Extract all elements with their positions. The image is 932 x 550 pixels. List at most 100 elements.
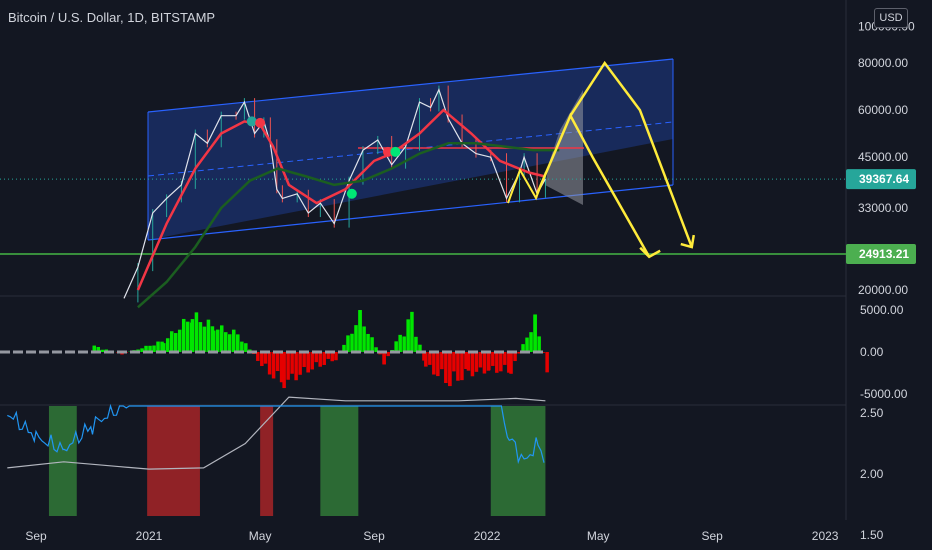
oscillator-bar <box>350 333 354 352</box>
price-tick-label: 80000.00 <box>858 56 908 70</box>
oscillator-bar <box>334 352 338 361</box>
oscillator-bar <box>521 344 525 352</box>
oscillator-tick-label: 5000.00 <box>860 303 904 317</box>
oscillator-bar <box>177 329 182 352</box>
cross-marker <box>255 117 266 128</box>
oscillator-bar <box>545 352 549 373</box>
oscillator-bar <box>533 314 537 352</box>
oscillator-bar <box>206 319 211 352</box>
oscillator-bar <box>495 352 499 373</box>
oscillator-bar <box>227 334 232 352</box>
red-band <box>147 406 200 516</box>
oscillator-bar <box>165 338 170 352</box>
channel-lower-line <box>147 184 674 241</box>
projection-path-2 <box>569 60 693 248</box>
oscillator-bar <box>169 331 174 352</box>
projection-path-1 <box>535 112 651 258</box>
ratio-tick-label: 2.50 <box>860 406 884 420</box>
oscillator-bar <box>422 352 426 361</box>
oscillator-bar <box>513 352 517 362</box>
oscillator-bar <box>362 326 366 352</box>
oscillator-bar <box>140 348 144 352</box>
oscillator-bar <box>386 352 390 357</box>
oscillator-bar <box>144 345 148 352</box>
price-tick-label: 20000.00 <box>858 283 908 297</box>
oscillator-bar <box>394 341 398 352</box>
time-axis-label: Sep <box>701 529 723 543</box>
support-price-badge: 24913.21 <box>859 247 909 261</box>
oscillator-bar <box>342 344 346 352</box>
oscillator-bar <box>231 329 236 352</box>
time-axis-label: 2023 <box>812 529 839 543</box>
oscillator-bar <box>263 352 268 364</box>
oscillator-bar <box>466 352 471 371</box>
cross-marker <box>346 188 357 199</box>
oscillator-bar <box>428 352 432 365</box>
ema-slow-line <box>137 142 560 309</box>
oscillator-bar <box>366 333 370 352</box>
oscillator-tick-label: -5000.00 <box>860 387 908 401</box>
channel-mid-line <box>147 121 674 177</box>
oscillator-bar <box>202 326 207 352</box>
current-price-badge-bg <box>846 169 916 190</box>
oscillator-bar <box>290 352 294 374</box>
projection-arrowhead <box>639 246 661 259</box>
time-axis-label: May <box>587 529 610 543</box>
oscillator-bar <box>100 349 104 352</box>
oscillator-bar <box>185 321 190 352</box>
oscillator-bar <box>478 352 483 368</box>
oscillator-bar <box>474 352 479 372</box>
oscillator-bar <box>219 325 224 352</box>
oscillator-bar <box>346 335 350 352</box>
oscillator-bar <box>414 336 418 352</box>
oscillator-tick-label: 0.00 <box>860 345 884 359</box>
current-price-badge: 39367.64 <box>859 172 909 186</box>
oscillator-bar <box>464 352 468 370</box>
oscillator-bar <box>374 347 378 352</box>
price-tick-label: 60000.00 <box>858 103 908 117</box>
time-axis-label: Sep <box>25 529 47 543</box>
currency-button[interactable]: USD <box>874 8 908 28</box>
oscillator-bar <box>452 352 456 372</box>
oscillator-bar <box>402 336 406 352</box>
oscillator-bar <box>198 322 203 352</box>
oscillator-bar <box>148 345 152 352</box>
oscillator-bar <box>161 343 166 352</box>
oscillator-bar <box>358 310 362 352</box>
oscillator-bar <box>215 329 220 352</box>
oscillator-bar <box>482 352 487 374</box>
projection-arrowhead <box>680 234 696 249</box>
oscillator-bar <box>525 337 529 352</box>
oscillator-bar <box>302 352 306 368</box>
oscillator-bar <box>440 352 444 370</box>
oscillator-bar <box>244 343 248 352</box>
time-axis-label: 2021 <box>136 529 163 543</box>
cross-marker <box>382 146 393 157</box>
cross-marker <box>390 146 401 157</box>
oscillator-bar <box>460 352 464 381</box>
chart-title: Bitcoin / U.S. Dollar, 1D, BITSTAMP <box>8 10 216 25</box>
ratio-line <box>7 403 545 465</box>
red-band <box>260 406 274 516</box>
oscillator-bar <box>398 334 402 352</box>
oscillator-bar <box>410 311 414 352</box>
oscillator-bar <box>240 341 244 352</box>
oscillator-bar <box>152 345 156 352</box>
oscillator-bar <box>406 319 410 352</box>
oscillator-bar <box>418 344 422 352</box>
oscillator-bar <box>156 341 160 352</box>
oscillator-bar <box>92 345 96 352</box>
price-tick-label: 33000.00 <box>858 201 908 215</box>
oscillator-bar <box>517 352 521 354</box>
oscillator-bar <box>499 352 503 372</box>
oscillator-bar <box>326 352 330 359</box>
oscillator-bar <box>436 352 440 377</box>
oscillator-bar <box>173 333 178 352</box>
oscillator-bar <box>470 352 475 377</box>
oscillator-bar <box>432 352 436 375</box>
oscillator-bar <box>448 352 452 386</box>
time-axis-label: May <box>249 529 272 543</box>
time-axis-label: Sep <box>363 529 385 543</box>
oscillator-bar <box>318 352 322 367</box>
